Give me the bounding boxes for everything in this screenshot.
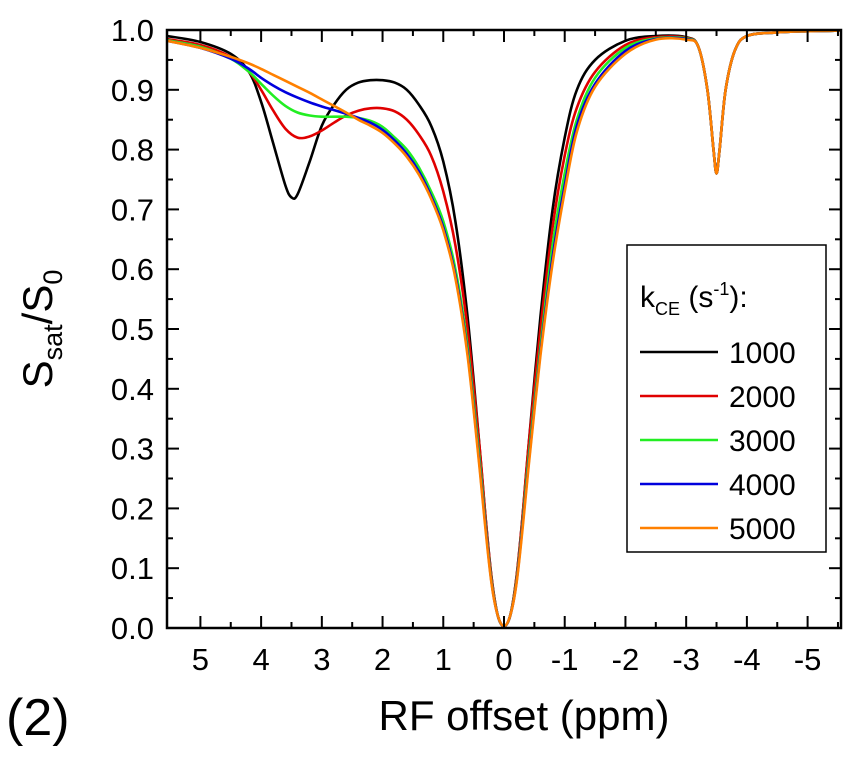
legend-entries: 1000 2000 3000 4000 5000 [640,337,796,546]
legend-title-unit-close: ): [729,281,747,314]
series-layer [167,30,841,628]
legend-label-2000: 2000 [729,381,796,414]
x-tick-label: 4 [252,642,269,677]
y-tick-label: 1.0 [111,13,154,48]
legend: kCE (s-1): 1000 2000 3000 4000 5000 [626,244,827,553]
y-tick-label: 0.3 [111,432,154,467]
x-tick-label: -4 [733,642,761,677]
x-tick-label: -3 [672,642,700,677]
y-axis-title-slash: /S [14,285,61,325]
legend-title-k: k [640,281,656,314]
y-axis-title-sub2: 0 [38,270,68,285]
x-tick-label: -2 [612,642,640,677]
tick-layer [167,29,841,629]
legend-title: kCE (s-1): [640,279,748,319]
y-tick-label: 0.6 [111,252,154,287]
x-tick-label: -5 [794,642,822,677]
x-axis-title: RF offset (ppm) [379,692,670,739]
y-tick-label: 0.7 [111,192,154,227]
x-tick-label: 2 [374,642,391,677]
y-axis-title-sub1: sat [38,324,68,361]
x-tick-label: 0 [495,642,512,677]
y-tick-label: 0.5 [111,312,154,347]
y-tick-label: 0.4 [111,372,154,407]
x-tick-label: -1 [551,642,579,677]
legend-label-5000: 5000 [729,513,796,546]
legend-label-3000: 3000 [729,425,796,458]
y-axis-title-main: S [14,360,61,388]
y-axis-title: Ssat/S0 [14,270,68,389]
panel-label: (2) [6,689,70,747]
x-tick-label: 1 [435,642,452,677]
series-line-5000 [167,30,841,628]
legend-title-unit-open: (s [680,281,713,314]
x-tick-label: 3 [313,642,330,677]
legend-title-sub: CE [655,299,680,319]
legend-box [626,244,827,553]
y-tick-label: 0.9 [111,73,154,108]
y-tick-label: 0.8 [111,133,154,168]
y-tick-label: 0.1 [111,551,154,586]
legend-label-4000: 4000 [729,469,796,502]
tick-label-layer: 5 4 3 2 1 0 -1 -2 -3 -4 -5 0.0 0.1 0.2 0.3 0.4 0.5 0.6 0.7… [111,13,822,677]
x-tick-label: 5 [192,642,209,677]
legend-title-sup: -1 [713,279,729,299]
legend-label-1000: 1000 [729,337,796,370]
y-tick-label: 0.2 [111,491,154,526]
y-tick-label: 0.0 [111,611,154,646]
